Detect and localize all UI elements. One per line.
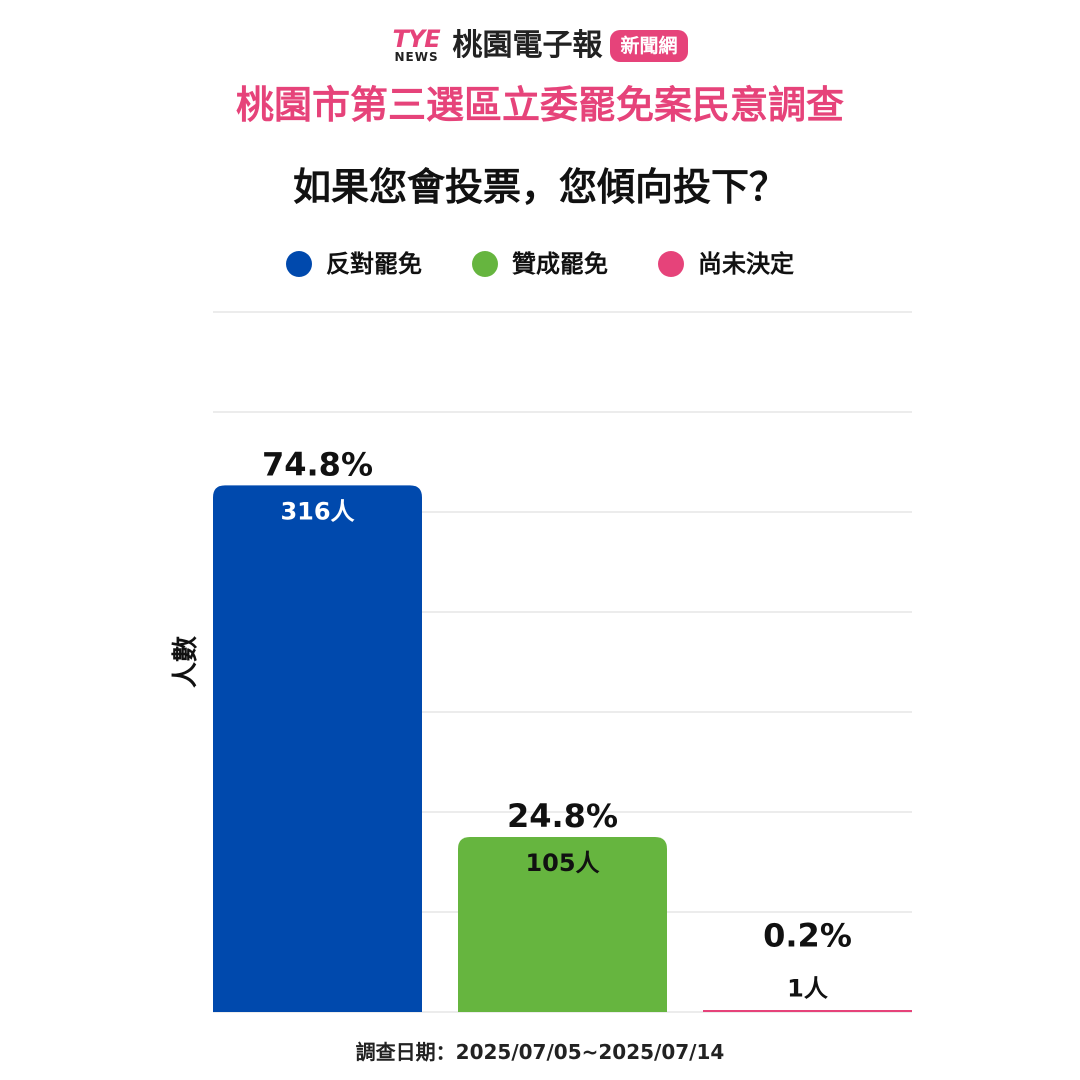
logo-subtext: NEWS — [394, 50, 439, 64]
brand-tag: 新聞網 — [610, 30, 688, 62]
bar-oppose — [213, 485, 422, 1012]
brand-name: 桃園電子報 — [452, 28, 603, 63]
percent-label: 24.8% — [507, 797, 618, 835]
survey-title: 桃園市第三選區立委罷免案民意調查 — [235, 83, 844, 127]
tye-news-logo: TYE NEWS — [392, 26, 444, 66]
count-label: 105人 — [525, 849, 599, 877]
legend-dot-oppose — [286, 251, 312, 277]
legend-label-oppose: 反對罷免 — [326, 250, 422, 278]
legend-item-support: 贊成罷免 — [472, 246, 608, 282]
y-axis-label: 人數 — [171, 636, 201, 688]
percent-label: 74.8% — [262, 445, 373, 483]
chart-legend: 反對罷免 贊成罷免 尚未決定 — [0, 246, 1080, 282]
count-label: 316人 — [280, 497, 354, 525]
legend-dot-support — [472, 251, 498, 277]
legend-item-oppose: 反對罷免 — [286, 246, 422, 282]
survey-date: 調查日期：2025/07/05~2025/07/14 — [355, 1040, 725, 1064]
legend-label-undecided: 尚未決定 — [698, 250, 794, 278]
bar-undecided — [703, 1010, 912, 1012]
legend-dot-undecided — [658, 251, 684, 277]
percent-label: 0.2% — [763, 916, 852, 954]
brand-header: TYE NEWS 桃園電子報 新聞網 — [0, 24, 1080, 68]
count-label: 1人 — [787, 974, 828, 1002]
legend-label-support: 贊成罷免 — [512, 250, 608, 278]
legend-item-undecided: 尚未決定 — [658, 246, 794, 282]
logo-text: TYE — [392, 25, 440, 53]
survey-question: 如果您會投票，您傾向投下？ — [292, 165, 787, 209]
bar-support — [458, 837, 667, 1012]
